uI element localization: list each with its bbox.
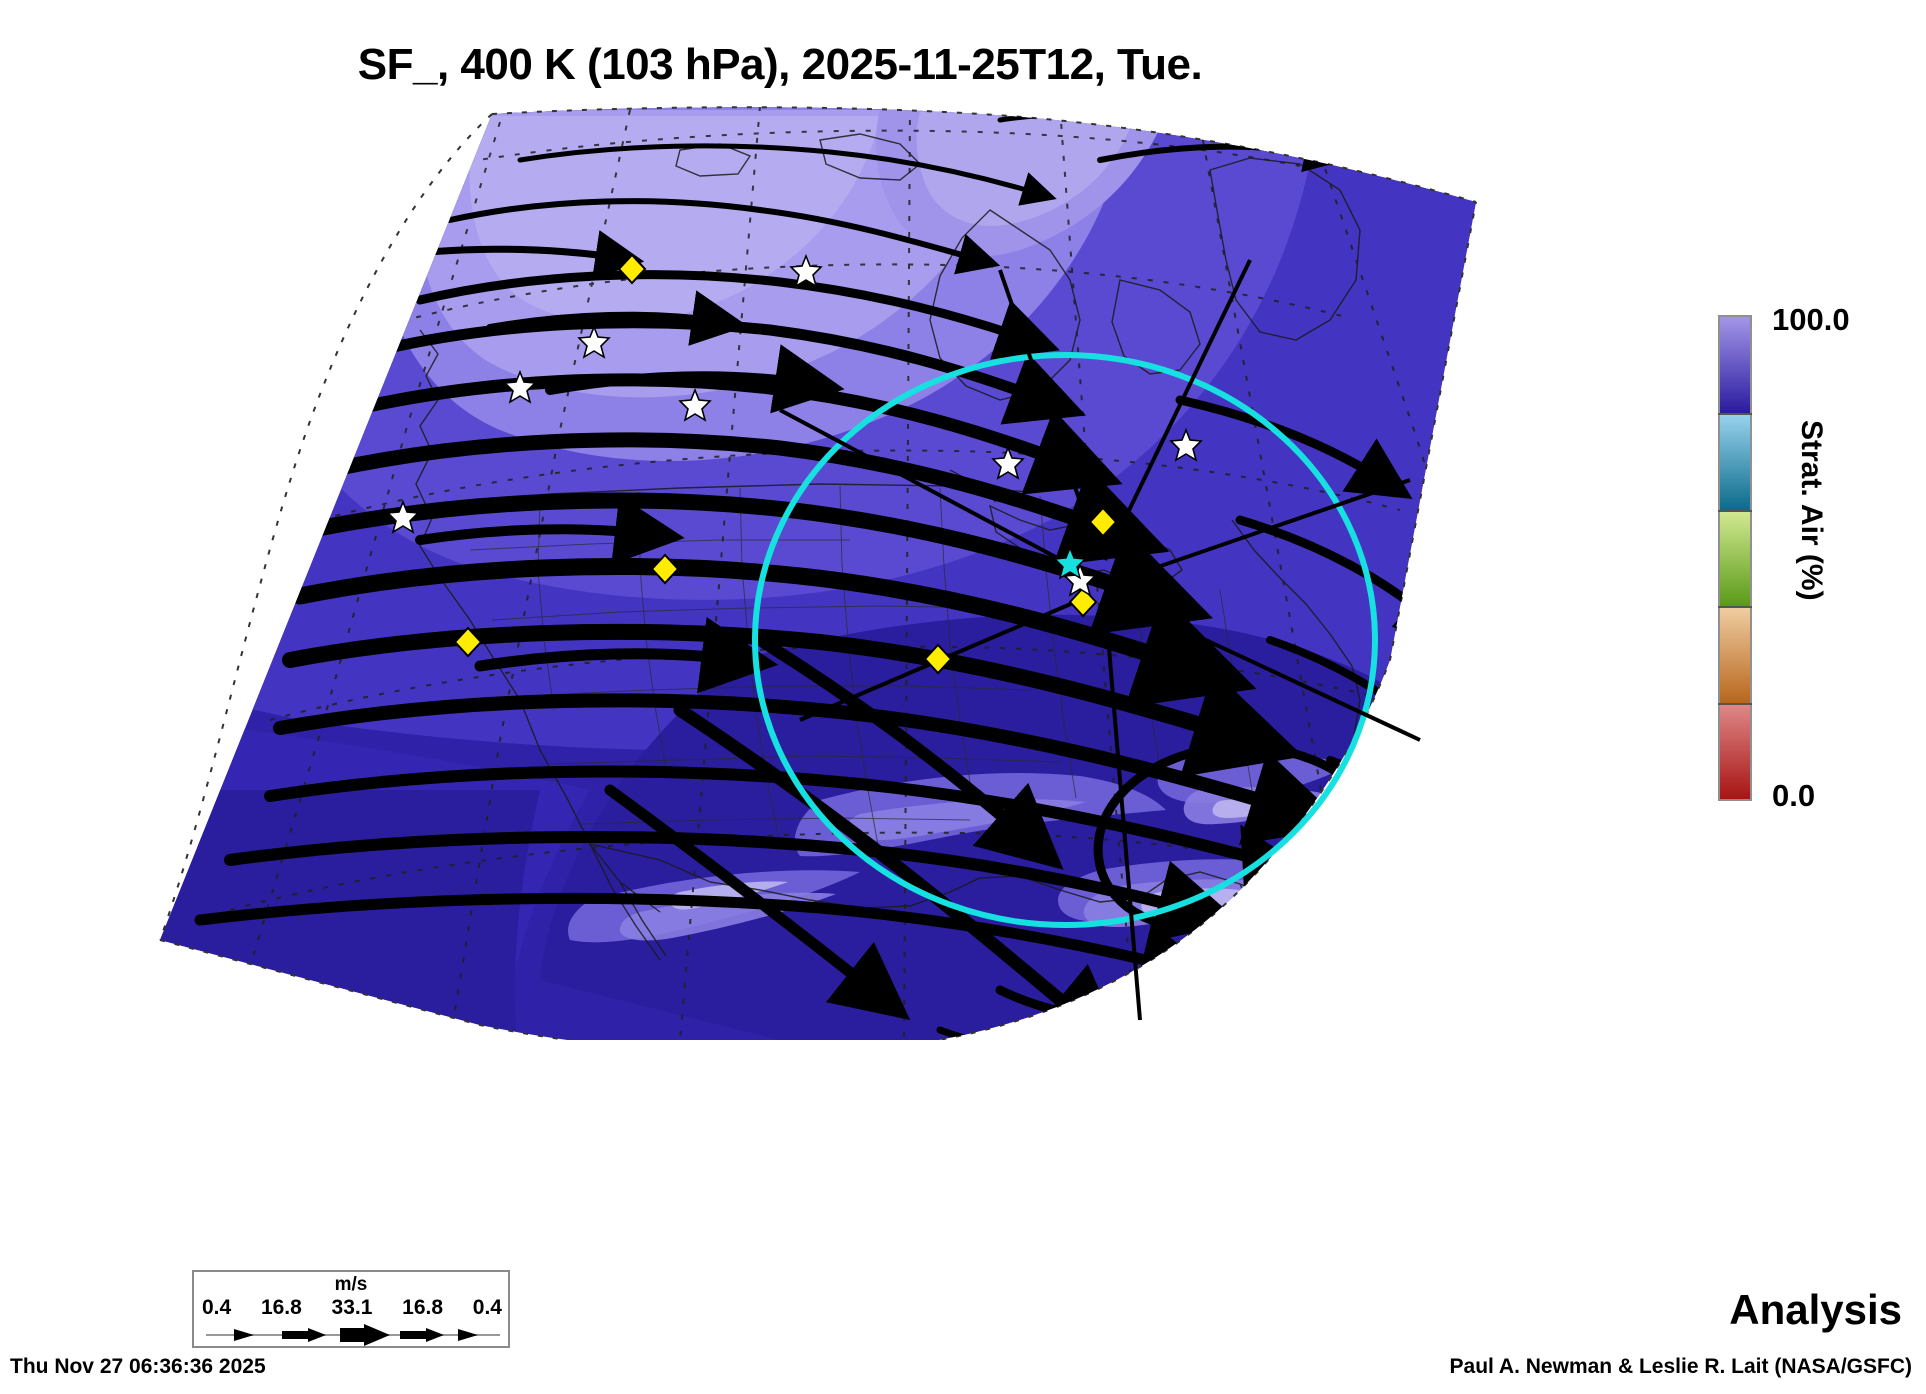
star-marker — [789, 253, 823, 288]
wind-key-arrows — [204, 1324, 502, 1346]
flight-tracks — [779, 259, 1421, 1021]
diamond-marker — [923, 643, 953, 675]
station-markers — [386, 253, 1203, 675]
colorbar-band-green — [1720, 509, 1750, 607]
diamond-marker — [650, 553, 680, 585]
wind-speed-key: m/s 0.4 16.8 33.1 16.8 0.4 — [192, 1270, 510, 1348]
wind-streamlines — [194, 107, 1471, 1040]
colorbar-min-label: 0.0 — [1772, 778, 1816, 813]
star-marker — [1169, 427, 1203, 462]
colorbar-gradient — [1718, 315, 1752, 801]
colorbar-axis-label: Strat. Air (%) — [1795, 420, 1828, 601]
analysis-label: Analysis — [1729, 1286, 1902, 1333]
diamond-marker — [453, 626, 483, 658]
colorbar-band-blue — [1720, 413, 1750, 510]
star-marker — [386, 499, 420, 534]
colorbar-max-label: 100.0 — [1772, 302, 1850, 337]
range-ring — [752, 352, 1378, 928]
wind-key-value: 0.4 — [202, 1296, 232, 1319]
wind-key-value: 0.4 — [472, 1296, 502, 1319]
wind-key-units-label: m/s — [334, 1274, 368, 1295]
star-marker — [678, 387, 712, 422]
star-marker — [577, 324, 611, 359]
colorbar-band-red — [1720, 702, 1750, 799]
star-marker — [991, 445, 1025, 480]
colorbar-tick — [1718, 509, 1752, 512]
colorbar-tick — [1718, 413, 1752, 416]
star-marker — [1063, 562, 1097, 597]
diamond-marker — [617, 253, 647, 285]
colorbar: 100.0 0.0 Strat. Air (%) — [1700, 300, 1926, 830]
colorbar-tick — [1718, 702, 1752, 705]
colorbar-band-purple — [1720, 317, 1750, 414]
diamond-marker — [1088, 506, 1118, 538]
map-panel[interactable] — [120, 100, 1540, 1040]
page-title: SF_, 400 K (103 hPa), 2025-11-25T12, Tue… — [357, 40, 1203, 89]
wind-key-value: 33.1 — [331, 1296, 373, 1319]
generation-timestamp: Thu Nov 27 06:36:36 2025 — [10, 1355, 266, 1378]
strat-air-field — [160, 107, 1476, 1040]
wind-key-value: 16.8 — [260, 1296, 302, 1319]
star-marker — [503, 369, 537, 404]
wind-key-value: 16.8 — [402, 1296, 444, 1319]
author-credit: Paul A. Newman & Leslie R. Lait (NASA/GS… — [1449, 1355, 1912, 1378]
center-star-marker — [1053, 546, 1087, 580]
colorbar-band-orange — [1720, 606, 1750, 703]
colorbar-tick — [1718, 606, 1752, 609]
wind-key-values: 0.4 16.8 33.1 16.8 0.4 — [202, 1296, 502, 1320]
